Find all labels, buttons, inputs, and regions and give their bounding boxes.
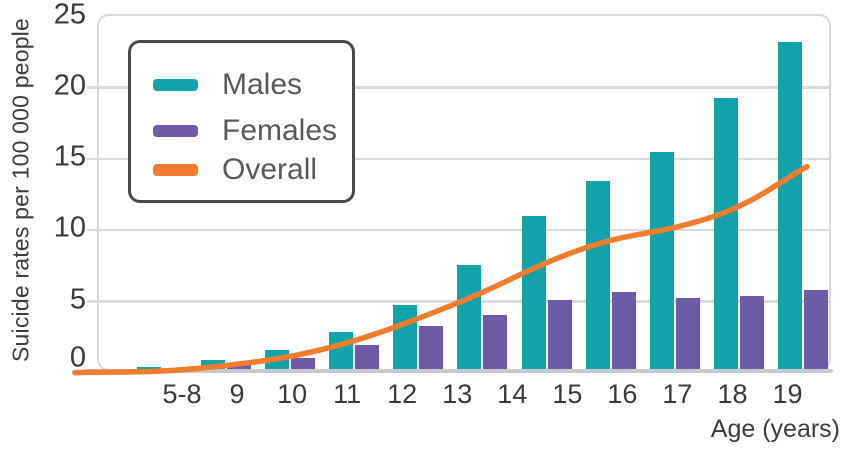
legend-item-overall: Overall — [131, 153, 318, 186]
bar-females-19 — [803, 290, 828, 369]
gridline-10 — [87, 228, 829, 232]
legend-item-males: Males — [131, 68, 303, 101]
bar-males-13 — [393, 304, 418, 369]
y-tick-20: 20 — [53, 69, 86, 102]
legend-label-overall: Overall — [222, 153, 318, 186]
x-tick-11: 11 — [333, 379, 362, 409]
bar-males-12 — [329, 331, 354, 369]
legend-label-females: Females — [222, 114, 338, 147]
bar-females-17 — [675, 297, 700, 369]
bar-males-15 — [521, 216, 546, 369]
bar-males-18 — [713, 97, 738, 369]
males-swatch-icon — [153, 79, 198, 91]
females-swatch-icon — [153, 125, 198, 137]
x-tick-13: 13 — [442, 379, 473, 409]
y-tick-10: 10 — [53, 211, 86, 244]
bar-males-17 — [649, 151, 674, 369]
x-axis-title: Age (years) — [710, 415, 840, 443]
plot-area — [72, 14, 831, 376]
y-tick-0: 0 — [69, 341, 86, 374]
x-tick-15: 15 — [552, 379, 583, 409]
overall-swatch-icon — [153, 164, 198, 176]
legend-label-males: Males — [222, 68, 303, 101]
x-axis-baseline — [85, 368, 833, 373]
x-tick-17: 17 — [662, 379, 693, 409]
bar-females-18 — [739, 296, 764, 369]
x-tick-18: 18 — [717, 379, 748, 409]
bar-males-19 — [777, 42, 802, 369]
x-tick-10: 10 — [277, 379, 308, 409]
bar-females-15 — [547, 300, 572, 369]
bar-males-9 — [137, 366, 162, 369]
bar-females-16 — [611, 291, 636, 369]
x-tick-5-8: 5-8 — [162, 379, 202, 409]
bar-females-12 — [355, 344, 380, 369]
bar-females-14 — [483, 314, 508, 369]
legend-box: Males Females Overall — [128, 40, 355, 203]
x-tick-9: 9 — [229, 379, 245, 409]
legend-item-females: Females — [131, 114, 338, 147]
x-tick-16: 16 — [607, 379, 638, 409]
gridline-15 — [87, 157, 829, 161]
y-tick-15: 15 — [53, 140, 86, 173]
x-tick-14: 14 — [497, 379, 528, 409]
overall-line — [72, 163, 810, 376]
x-tick-19: 19 — [772, 379, 803, 409]
gridline-20 — [87, 86, 829, 89]
bar-males-16 — [585, 180, 610, 369]
y-tick-5: 5 — [69, 283, 86, 316]
x-tick-12: 12 — [387, 379, 418, 409]
y-tick-25: 25 — [53, 0, 86, 31]
bar-females-13 — [419, 326, 444, 369]
bar-males-14 — [457, 264, 482, 369]
bar-females-11 — [291, 357, 316, 369]
